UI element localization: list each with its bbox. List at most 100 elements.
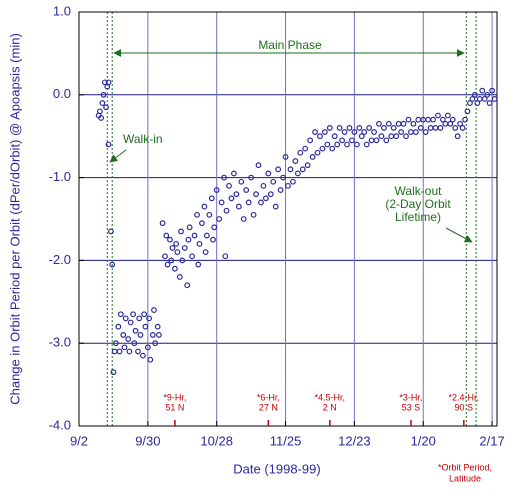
- point: [457, 120, 464, 127]
- point: [171, 265, 178, 272]
- point: [149, 332, 156, 338]
- point: [449, 116, 456, 123]
- point: [417, 125, 424, 131]
- orbit-label: 27 N: [259, 402, 278, 412]
- point: [440, 116, 446, 123]
- x-tick-label: 11/25: [270, 433, 302, 448]
- point: [329, 145, 336, 152]
- point: [341, 129, 348, 135]
- point: [110, 369, 117, 376]
- annotation: Walk-in: [123, 132, 163, 146]
- point: [297, 149, 304, 156]
- point: [120, 332, 127, 338]
- point: [432, 125, 439, 131]
- point: [203, 232, 210, 239]
- point: [262, 195, 269, 202]
- point: [356, 125, 363, 131]
- annotation: (2-Day Orbit: [385, 197, 451, 211]
- point: [250, 211, 257, 218]
- point: [159, 220, 166, 227]
- point: [146, 315, 152, 322]
- point: [287, 166, 294, 173]
- point: [235, 203, 242, 210]
- point: [132, 327, 139, 334]
- annotation: Lifetime): [395, 210, 441, 224]
- point: [115, 323, 122, 330]
- point: [222, 253, 229, 260]
- point: [154, 323, 161, 330]
- point: [481, 96, 488, 102]
- point: [152, 340, 159, 347]
- point: [164, 261, 171, 268]
- x-tick-label: 1/20: [411, 433, 436, 448]
- point: [400, 120, 407, 127]
- orbit-label: *4.5-Hr,: [315, 392, 346, 402]
- point: [99, 100, 106, 106]
- point: [403, 133, 409, 140]
- point: [412, 129, 419, 135]
- point: [221, 174, 227, 181]
- point: [275, 166, 282, 173]
- point: [258, 199, 264, 206]
- x-axis-label: Date (1998-99): [233, 461, 320, 476]
- point: [474, 100, 481, 106]
- point: [363, 141, 370, 148]
- point: [151, 307, 157, 313]
- point: [334, 141, 341, 148]
- orbit-label: 51 N: [165, 402, 184, 412]
- point: [240, 216, 247, 222]
- x-tick-label: 9/2: [70, 433, 88, 448]
- point: [173, 240, 180, 247]
- point: [277, 187, 284, 193]
- point: [415, 116, 422, 123]
- point: [211, 224, 218, 231]
- point: [376, 120, 382, 127]
- point: [243, 187, 250, 193]
- point: [117, 311, 124, 318]
- arrow: [445, 227, 473, 243]
- point: [127, 319, 134, 326]
- point: [125, 336, 132, 342]
- point: [366, 125, 373, 131]
- y-axis-label: Change in Orbit Period per Orbit (dPer/d…: [7, 33, 22, 405]
- point: [442, 120, 449, 127]
- point: [98, 115, 105, 121]
- point: [388, 133, 395, 140]
- point: [181, 245, 188, 251]
- point: [309, 153, 316, 160]
- point: [96, 108, 103, 115]
- point: [100, 91, 107, 98]
- point: [216, 216, 223, 222]
- point: [317, 133, 323, 140]
- point: [109, 261, 116, 268]
- x-tick-label: 2/17: [479, 433, 504, 448]
- point: [131, 340, 138, 347]
- point: [185, 236, 192, 243]
- point: [199, 220, 205, 227]
- point: [218, 199, 225, 206]
- point: [378, 133, 385, 140]
- point: [142, 323, 149, 330]
- point: [476, 96, 483, 102]
- point: [206, 211, 213, 218]
- point: [294, 170, 301, 177]
- point: [248, 174, 255, 181]
- point: [265, 170, 272, 177]
- point: [385, 120, 392, 127]
- point: [186, 224, 193, 231]
- point: [140, 352, 146, 359]
- point: [304, 162, 311, 169]
- point: [312, 129, 318, 135]
- point: [427, 125, 434, 131]
- point: [121, 344, 128, 351]
- plot-frame: [78, 11, 498, 427]
- point: [491, 96, 498, 102]
- point: [228, 195, 235, 202]
- point: [344, 141, 350, 148]
- point: [196, 240, 203, 247]
- y-tick-label: 1.0: [53, 3, 71, 18]
- point: [437, 125, 444, 131]
- point: [178, 228, 184, 235]
- point: [147, 356, 154, 363]
